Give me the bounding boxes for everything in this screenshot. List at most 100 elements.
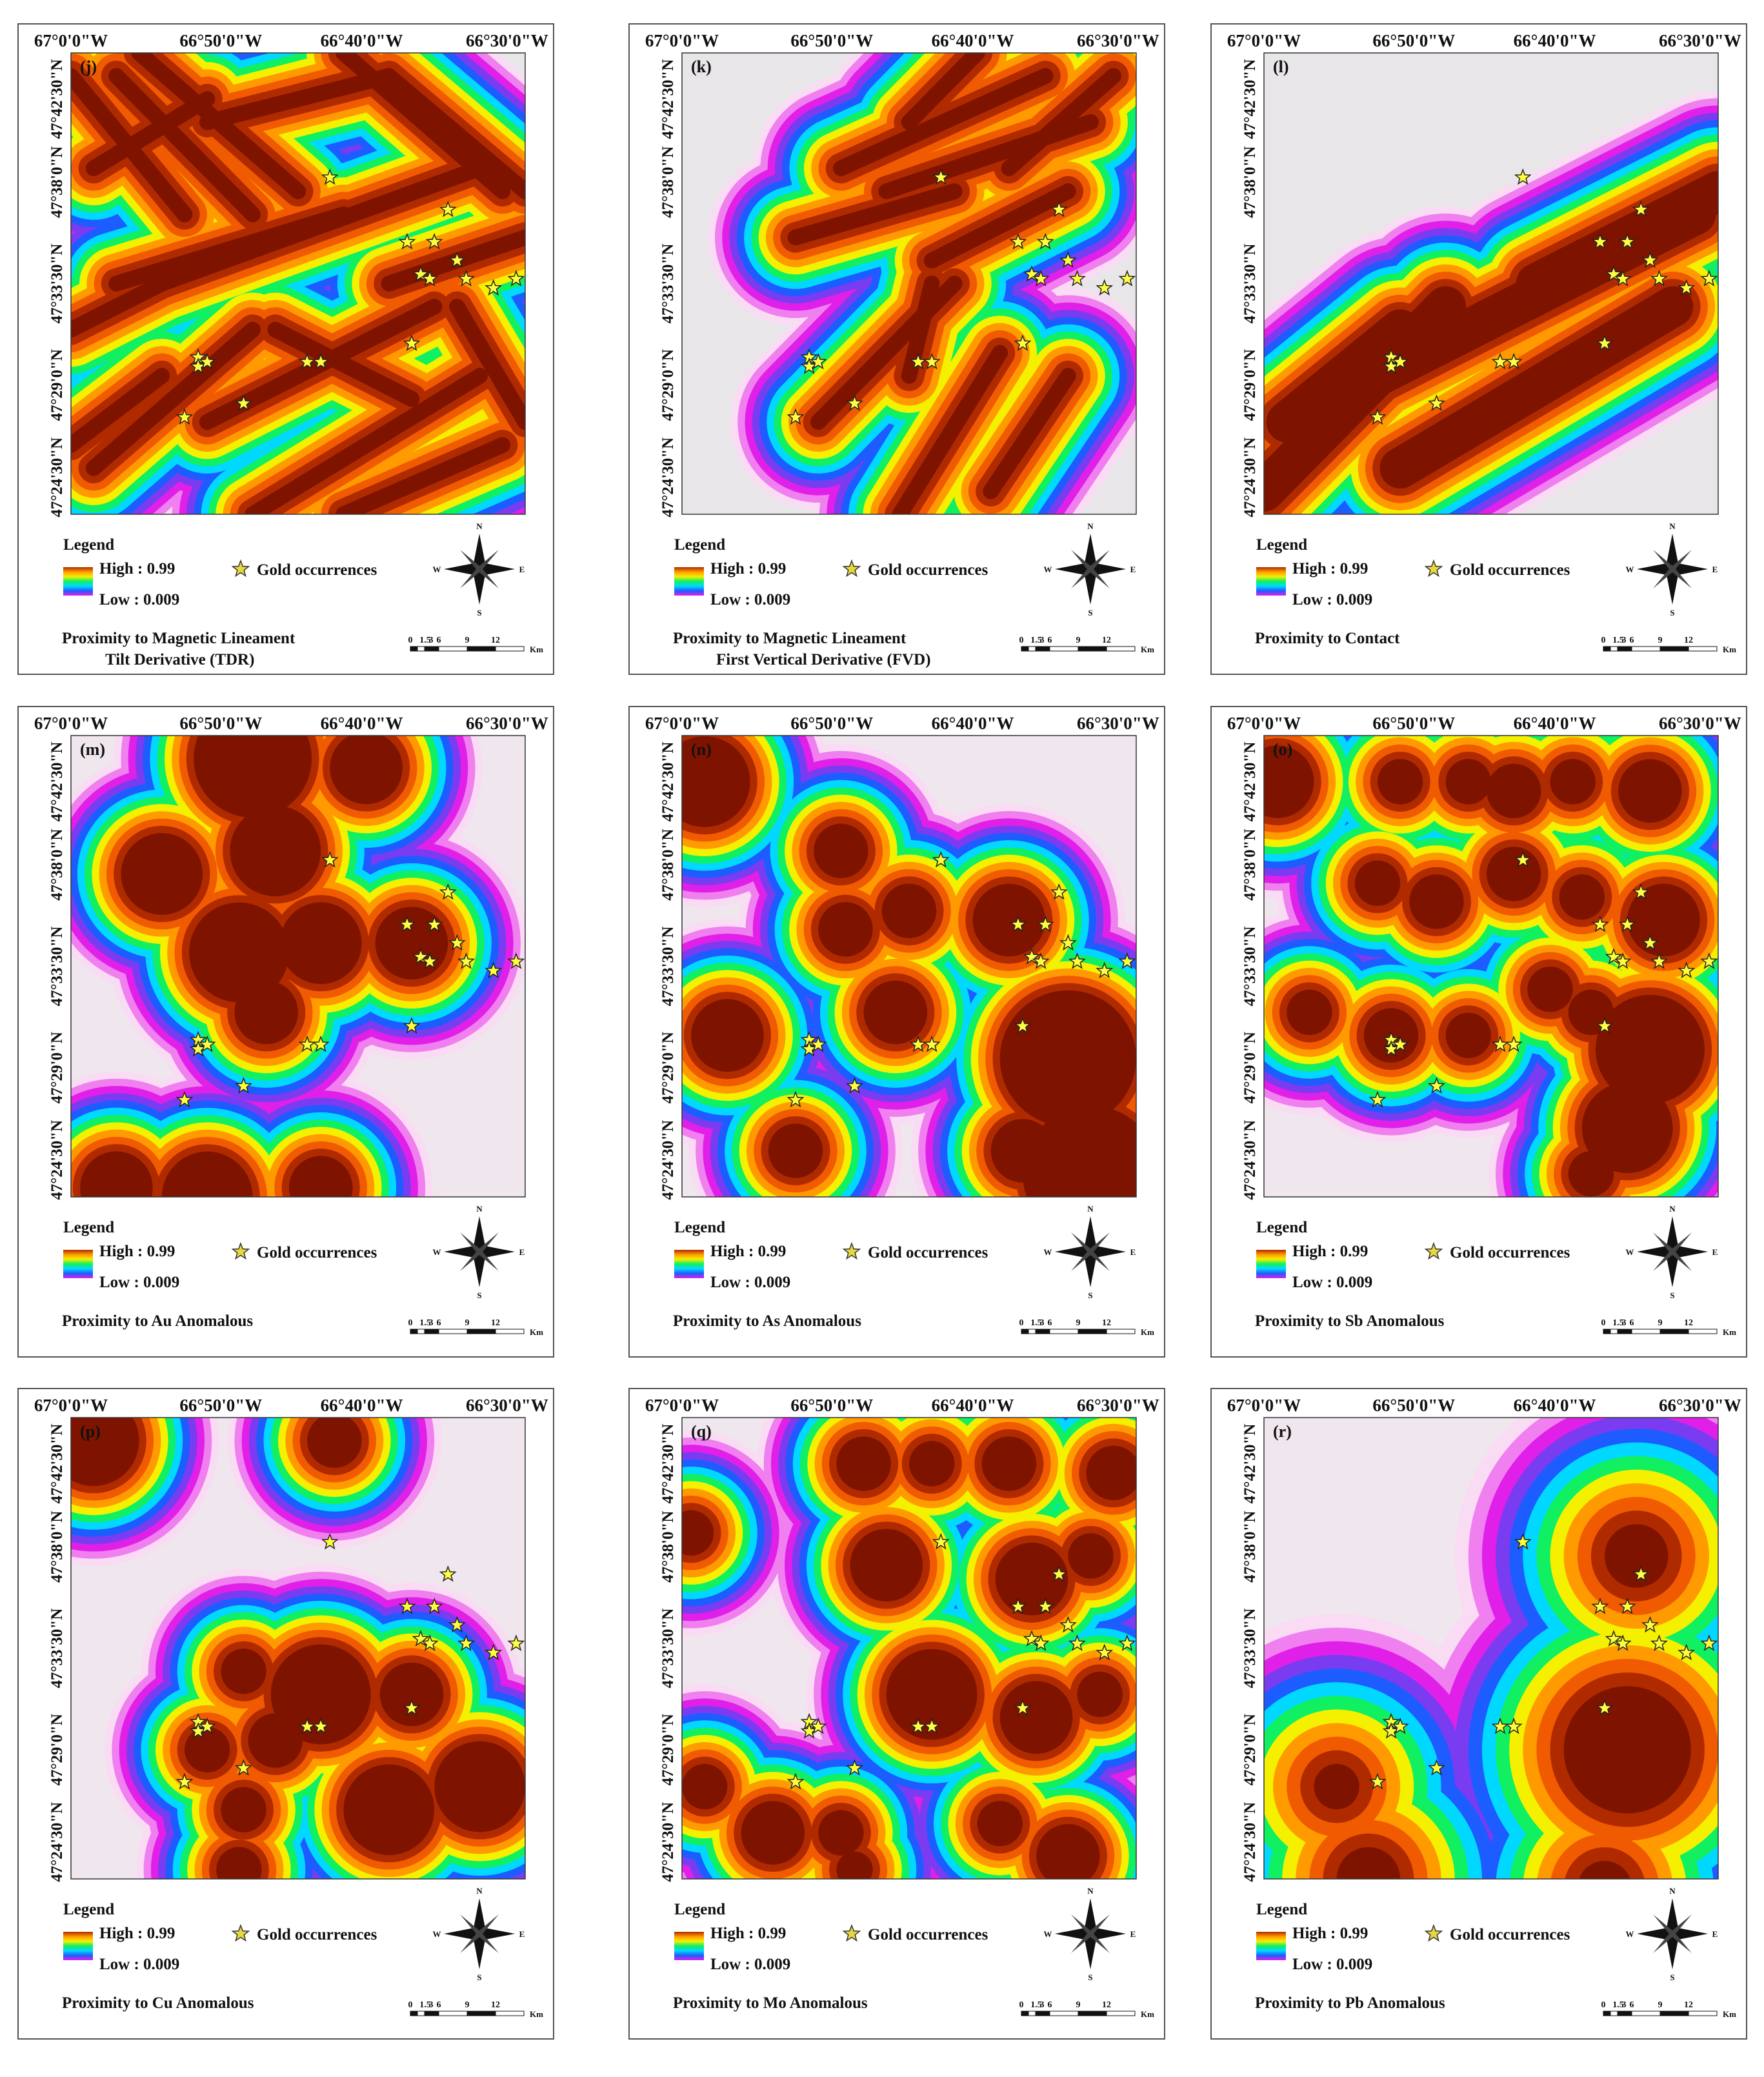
gold-occurrence xyxy=(1368,1090,1387,1108)
map-panel: (o) 67°0'0"W 66°50'0"W 66°40'0"W 66°30'0"W 47… xyxy=(1210,706,1747,1358)
proximity-zone xyxy=(1379,286,1694,489)
compass-label: S xyxy=(1670,1290,1674,1300)
legend-low: Low : 0.009 xyxy=(99,1956,179,1973)
latitude-label: 47°42'30"N xyxy=(659,59,677,139)
scale-segment xyxy=(1021,646,1029,652)
longitude-label: 67°0'0"W xyxy=(34,714,108,733)
scale-tick-label: 1.5 xyxy=(419,2000,431,2010)
longitude-label: 66°50'0"W xyxy=(790,1396,873,1415)
scale-tick-label: 1.5 xyxy=(1030,1318,1042,1328)
proximity-zone xyxy=(279,902,362,985)
scale-tick-label: 3 xyxy=(429,1318,434,1328)
scale-segment xyxy=(466,1329,496,1334)
scale-segment xyxy=(1106,646,1136,652)
scale-tick-label: 0 xyxy=(1019,1318,1024,1328)
compass-label: S xyxy=(1088,1290,1092,1300)
longitude-label: 66°30'0"W xyxy=(1659,31,1741,50)
proximity-zone xyxy=(1568,1151,1614,1197)
gold-occurrence xyxy=(1391,1035,1409,1052)
latitude-label: 47°29'0"N xyxy=(1241,349,1259,421)
gold-occurrence xyxy=(412,948,430,965)
panel-label: (o) xyxy=(1273,740,1292,759)
latitude-label: 47°42'30"N xyxy=(659,1424,677,1504)
gold-occurrence xyxy=(421,270,439,286)
gold-occurrence xyxy=(1023,948,1041,965)
proximity-zone xyxy=(1378,759,1423,805)
legend-heading: Legend xyxy=(63,1901,114,1918)
longitude-label: 66°40'0"W xyxy=(321,714,403,733)
scale-segment xyxy=(417,646,425,652)
legend-heading: Legend xyxy=(1256,1219,1307,1236)
gold-occurrence xyxy=(439,883,457,900)
gold-occurrence xyxy=(175,1772,194,1790)
legend-star xyxy=(231,1241,250,1260)
scale-tick-label: 1.5 xyxy=(419,1318,431,1328)
scale-tick-label: 3 xyxy=(1622,1318,1627,1328)
scale-segment xyxy=(1049,1329,1079,1334)
map-raster xyxy=(1264,1418,1718,1879)
gold-occurrence xyxy=(1650,270,1668,286)
latitude-label: 47°38'0"N xyxy=(48,1511,66,1583)
compass-label: E xyxy=(1712,1929,1718,1939)
longitude-label: 66°40'0"W xyxy=(321,1396,403,1415)
scale-tick-label: 6 xyxy=(1048,1318,1052,1328)
proximity-zone xyxy=(1579,1861,1630,1879)
legend-star xyxy=(1424,1923,1443,1942)
compass-label: N xyxy=(1087,521,1094,531)
scale-tick-label: 0 xyxy=(408,1318,413,1328)
proximity-zone xyxy=(330,736,403,805)
longitude-label: 66°30'0"W xyxy=(1659,714,1741,733)
scale-segment xyxy=(1617,2011,1632,2016)
legend-ramp xyxy=(674,1932,704,1960)
compass-label: W xyxy=(433,1929,441,1939)
scale-tick-label: 9 xyxy=(465,2000,470,2010)
proximity-zone xyxy=(983,368,1076,499)
proximity-zone xyxy=(1618,759,1682,823)
gold-occurrence xyxy=(457,270,475,286)
gold-occurrence xyxy=(1096,279,1114,296)
gold-occurrence xyxy=(1505,1035,1523,1052)
gold-occurrence xyxy=(439,1565,457,1582)
gold-occurrence xyxy=(1014,1017,1032,1034)
latitude-label: 47°29'0"N xyxy=(659,1032,677,1103)
compass-label: E xyxy=(1130,1247,1136,1257)
gold-occurrence xyxy=(1391,352,1409,370)
legend-high: High : 0.99 xyxy=(710,1243,786,1260)
latitude-label: 47°38'0"N xyxy=(1241,146,1259,218)
scale-tick-label: 1.5 xyxy=(1612,1318,1624,1328)
scale-tick-label: 9 xyxy=(1658,1318,1663,1328)
scale-tick-label: 1.5 xyxy=(419,636,431,645)
scale-segment xyxy=(1617,646,1632,652)
scale-tick-label: 1.5 xyxy=(1030,636,1042,645)
latitude-label: 47°33'30"N xyxy=(1241,244,1259,324)
legend-low: Low : 0.009 xyxy=(1292,1956,1372,1973)
proximity-zone xyxy=(248,1713,303,1768)
longitude-label: 66°50'0"W xyxy=(1372,714,1455,733)
scale-segment xyxy=(1077,2011,1107,2016)
gold-occurrence xyxy=(1614,1634,1632,1651)
longitude-label: 66°40'0"W xyxy=(321,31,403,50)
scale-segment xyxy=(1106,2011,1136,2016)
legend-ramp xyxy=(63,567,93,596)
scale-segment xyxy=(1631,646,1661,652)
scale-segment xyxy=(1028,1329,1036,1334)
scale-tick-label: 3 xyxy=(1040,636,1045,645)
gold-occurrence xyxy=(1678,961,1696,979)
panel-title: Proximity to Magnetic Lineament xyxy=(673,630,907,647)
longitude-label: 67°0'0"W xyxy=(1227,714,1301,733)
proximity-zone xyxy=(1264,745,1314,818)
scale-segment xyxy=(1049,646,1079,652)
gold-occurrence xyxy=(1614,952,1632,969)
proximity-zone xyxy=(901,53,985,130)
legend-high: High : 0.99 xyxy=(99,560,175,577)
proximity-zone xyxy=(909,1441,955,1487)
legend-heading: Legend xyxy=(674,1219,725,1236)
compass-label: S xyxy=(477,1972,481,1982)
proximity-zone xyxy=(682,1510,714,1556)
gold-occurrence xyxy=(846,1077,863,1094)
scale-tick-label: 1.5 xyxy=(1030,2000,1042,2010)
gold-occurrence xyxy=(1068,952,1086,969)
gold-occurrence xyxy=(787,408,805,425)
latitude-label: 47°24'30"N xyxy=(1241,1802,1259,1882)
compass-label: W xyxy=(1044,1929,1052,1939)
